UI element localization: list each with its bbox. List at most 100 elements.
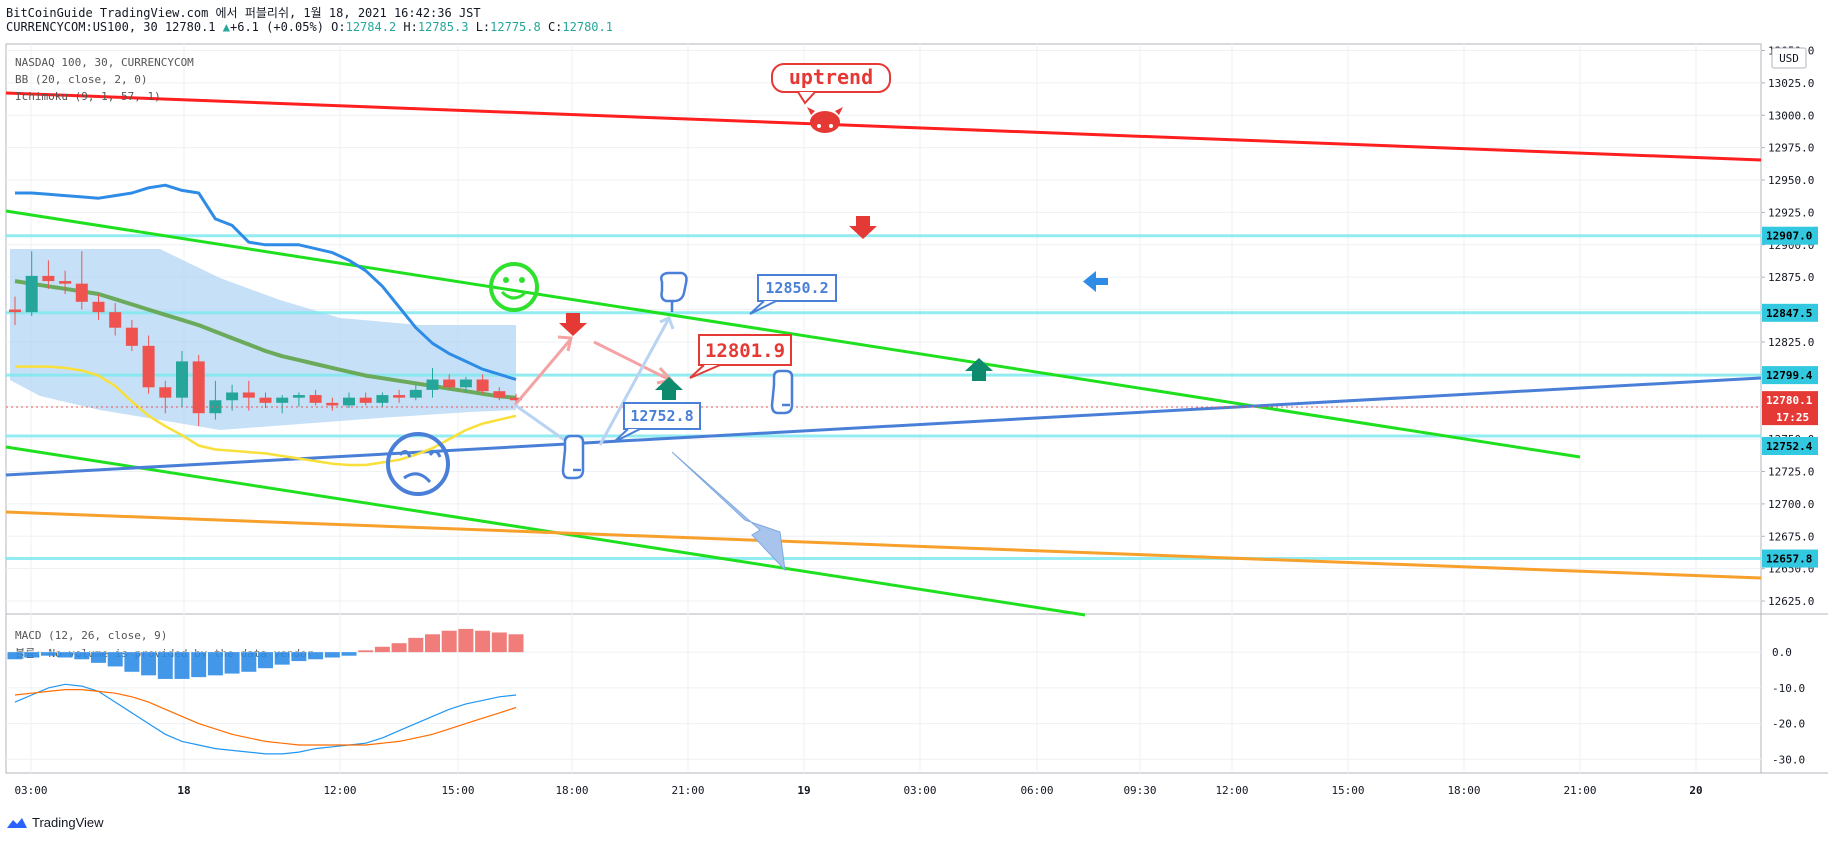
candle-down[interactable] (59, 281, 72, 284)
candle-down[interactable] (493, 391, 506, 398)
price-callout-12752[interactable]: 12752.8 (613, 402, 701, 443)
candle-down[interactable] (75, 283, 88, 302)
ohlc-bar: CURRENCYCOM:US100, 30 12780.1 ▲+6.1 (+0.… (6, 20, 613, 34)
price-callout-12801[interactable]: 12801.9 (689, 334, 792, 379)
candle-down[interactable] (393, 395, 406, 398)
macd-histogram-bar (475, 630, 491, 653)
trend-lines (5, 91, 1762, 617)
macd-histogram-bar (391, 643, 407, 653)
time-tick-label: 18:00 (555, 784, 588, 797)
candle-up[interactable] (459, 379, 472, 388)
macd-histogram-bar (291, 652, 307, 662)
up-arrow-icon[interactable] (965, 358, 993, 381)
last-price-tag-label: 12780.1 (1766, 394, 1813, 407)
candle-down[interactable] (510, 397, 522, 401)
candle-down[interactable] (9, 309, 21, 313)
time-tick-label: 21:00 (671, 784, 704, 797)
candle-down[interactable] (159, 387, 172, 398)
candle-down[interactable] (109, 312, 122, 328)
time-tick-label: 09:30 (1123, 784, 1156, 797)
uptrend-callout[interactable]: uptrend (771, 63, 891, 105)
uptrend-text: uptrend (789, 65, 873, 89)
candle-down[interactable] (359, 397, 372, 403)
candle-down[interactable] (92, 301, 105, 313)
macd-tick-label: 0.0 (1772, 646, 1792, 659)
candle-up[interactable] (376, 395, 389, 403)
green-upper-channel-line[interactable] (5, 209, 1581, 459)
legend-macd[interactable]: MACD (12, 26, close, 9) (15, 629, 167, 642)
candle-up[interactable] (276, 397, 289, 403)
time-tick-label: 18 (177, 784, 190, 797)
confused-face-icon (386, 432, 450, 496)
price-tag-12847-box (1762, 303, 1818, 322)
candle-down[interactable] (326, 402, 339, 406)
candle-down[interactable] (259, 397, 272, 403)
macd-histogram-bar (191, 652, 207, 678)
bb-upper-line (15, 183, 517, 381)
price-tick-label: 12925.0 (1768, 206, 1814, 219)
candle-down[interactable] (476, 379, 489, 392)
bb-lower-line (15, 365, 517, 467)
price-tag-12799-box (1762, 366, 1818, 385)
candle-up[interactable] (426, 379, 439, 390)
macd-histogram-bar (124, 652, 140, 672)
candle-up[interactable] (176, 361, 188, 398)
up-arrow-icon[interactable] (655, 377, 683, 400)
pointing-hand-icon (770, 369, 794, 415)
legend-symbol[interactable]: NASDAQ 100, 30, CURRENCYCOM (15, 56, 194, 69)
red-resistance-line[interactable] (5, 91, 1762, 162)
candle-down[interactable] (192, 361, 205, 414)
price-tag-12657-label: 12657.8 (1766, 553, 1812, 566)
macd-histogram-bar (57, 652, 73, 658)
macd-histogram-bar (157, 652, 173, 679)
candle-up[interactable] (226, 392, 239, 401)
time-axis[interactable]: 03:00 18 12:00 15:00 18:00 21:00 19 03:00 06:00 0… (14, 784, 1702, 797)
symbol-label[interactable]: CURRENCYCOM:US100, 30 (6, 20, 158, 34)
candle-up[interactable] (25, 275, 38, 313)
macd-pane (6, 628, 1761, 760)
candle-up[interactable] (292, 395, 305, 398)
price-tick-label: 12950.0 (1768, 174, 1814, 187)
price-callout-12850[interactable]: 12850.2 (749, 274, 837, 315)
price-tick-label: 13000.0 (1768, 109, 1814, 122)
legend-bb[interactable]: BB (20, close, 2, 0) (15, 73, 147, 86)
candle-down[interactable] (125, 327, 138, 346)
last-price-tag-box (1762, 391, 1818, 426)
candle-up[interactable] (209, 400, 222, 414)
candle-down[interactable] (309, 395, 322, 403)
bull-icon[interactable] (807, 107, 843, 133)
macd-histogram-bar (491, 632, 507, 653)
tradingview-brand[interactable]: TradingView (6, 815, 104, 830)
last-price: 12780.1 (164, 20, 216, 34)
legend-ichimoku[interactable]: Ichimoku (9, 1, 57, 1) (15, 90, 161, 103)
high-value: 12785.3 (417, 20, 469, 34)
candle-up[interactable] (409, 389, 422, 398)
macd-histogram-bar (358, 650, 374, 653)
candle-up[interactable] (343, 397, 355, 406)
publish-info: BitCoinGuide TradingView.com 에서 퍼블리쉬, 1월… (6, 6, 481, 20)
price-tick-label: 13025.0 (1768, 77, 1814, 90)
price-tick-label: 12675.0 (1768, 530, 1814, 543)
macd-histogram-bar (241, 652, 257, 672)
open-value: 12784.2 (345, 20, 397, 34)
projection-arrow (598, 319, 670, 446)
macd-tick-label: -10.0 (1772, 682, 1805, 695)
price-tick-label: 12975.0 (1768, 142, 1814, 155)
time-tick-label: 20 (1689, 784, 1702, 797)
down-arrow-icon[interactable] (559, 313, 587, 336)
currency-badge[interactable]: USD (1771, 47, 1807, 69)
callout-text: 12752.8 (630, 407, 693, 425)
left-arrow-icon[interactable] (1083, 271, 1108, 292)
macd-axis: 0.0 -10.0 -20.0 -30.0 (1772, 646, 1805, 766)
projection-arrowhead (557, 335, 573, 352)
price-axis[interactable]: 13050.013025.013000.012975.012950.012925… (1761, 44, 1814, 608)
candle-down[interactable] (242, 392, 255, 398)
candle-down[interactable] (42, 275, 55, 282)
candle-down[interactable] (142, 345, 155, 388)
candle-down[interactable] (443, 379, 456, 388)
orange-line[interactable] (5, 510, 1762, 580)
price-tags: 12907.0 12847.5 12799.4 12780.1 17:25 12752.4… (1762, 226, 1818, 568)
down-arrow-icon[interactable] (849, 216, 877, 239)
time-tick-label: 21:00 (1563, 784, 1596, 797)
